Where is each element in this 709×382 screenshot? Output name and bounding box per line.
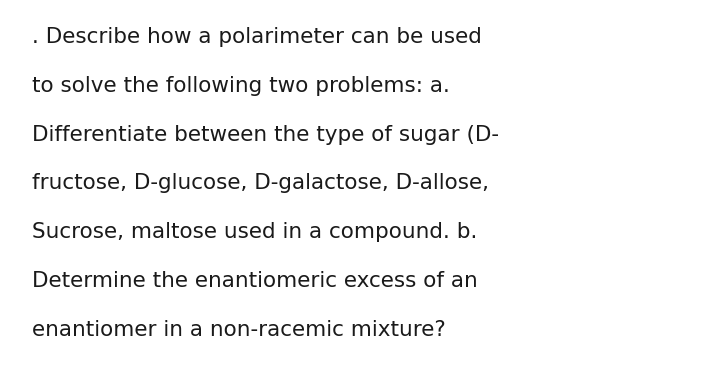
Text: fructose, D-glucose, D-galactose, D-allose,: fructose, D-glucose, D-galactose, D-allo… — [32, 173, 489, 193]
Text: to solve the following two problems: a.: to solve the following two problems: a. — [32, 76, 450, 96]
Text: Determine the enantiomeric excess of an: Determine the enantiomeric excess of an — [32, 271, 478, 291]
Text: . Describe how a polarimeter can be used: . Describe how a polarimeter can be used — [32, 27, 482, 47]
Text: enantiomer in a non-racemic mixture?: enantiomer in a non-racemic mixture? — [32, 320, 446, 340]
Text: Differentiate between the type of sugar (D-: Differentiate between the type of sugar … — [32, 125, 499, 144]
Text: Sucrose, maltose used in a compound. b.: Sucrose, maltose used in a compound. b. — [32, 222, 477, 242]
